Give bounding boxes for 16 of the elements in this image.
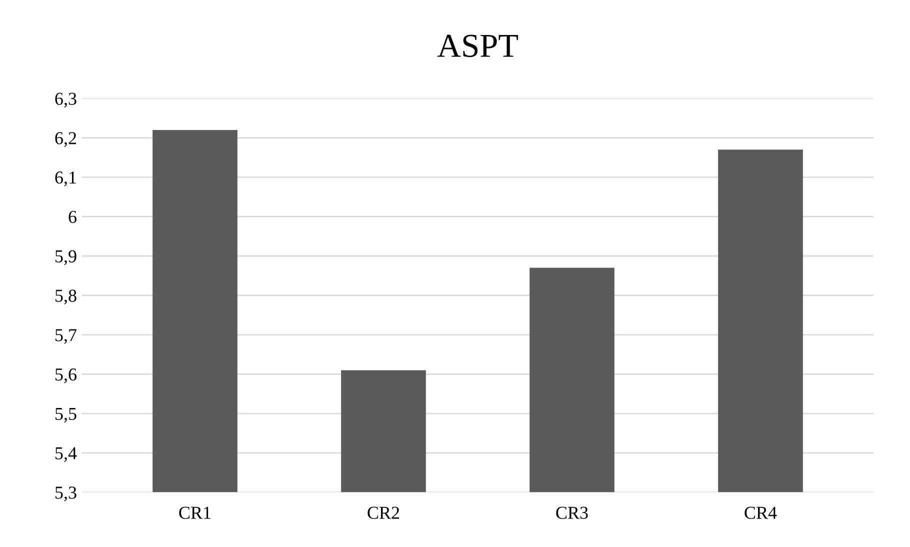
y-tick-label: 6 — [68, 210, 76, 224]
y-tick-label: 5,8 — [56, 290, 76, 304]
y-tick-label: 5,6 — [56, 368, 76, 384]
chart-title: ASPT — [437, 34, 518, 58]
y-tick-label: 5,4 — [56, 447, 77, 462]
y-tick-label: 5,7 — [56, 329, 77, 344]
y-tick-label: 6,3 — [55, 92, 76, 108]
y-tick-label: 5,9 — [56, 250, 76, 266]
y-tick-label: 6,1 — [55, 172, 76, 186]
x-tick-label: CR1 — [179, 506, 210, 519]
y-tick-label: 5,3 — [56, 486, 76, 502]
y-tick-label: 6,2 — [55, 132, 76, 147]
x-tick-label: CR2 — [368, 506, 400, 519]
y-tick-label: 5,5 — [56, 408, 76, 423]
x-tick-label: CR3 — [556, 506, 588, 519]
x-tick-label: CR4 — [744, 506, 777, 519]
